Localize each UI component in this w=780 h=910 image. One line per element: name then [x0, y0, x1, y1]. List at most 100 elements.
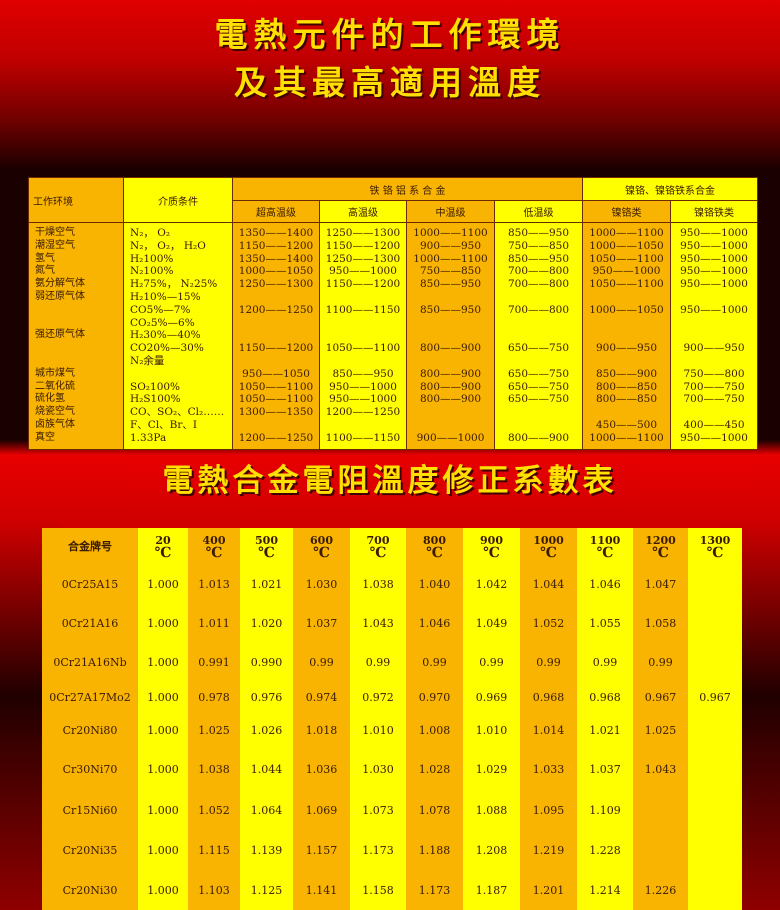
coefficient-cell: 1.058: [644, 616, 677, 630]
coefficient-cell: 1.008: [418, 723, 451, 737]
table-cell: 1050——1100: [238, 393, 314, 406]
table-cell: 1150——1200: [238, 342, 314, 355]
column-temp: 800 ℃ 1.040 1.046 0.99 0.970 1.008 1.028 1.078 1.…: [406, 528, 463, 910]
alloy-name: 0Cr21A16: [61, 616, 119, 630]
table-cell: [233, 355, 319, 368]
temp-value: 400: [202, 533, 226, 547]
table-cell: 950——1000: [329, 380, 397, 393]
table-cell: [407, 355, 494, 368]
coefficient-cell: 0.974: [305, 690, 338, 704]
table-cell: 干燥空气: [35, 227, 75, 238]
table-cell: 800——900: [419, 367, 482, 380]
coefficient-cell: 1.044: [250, 762, 283, 776]
coefficient-cell: 1.188: [418, 843, 451, 857]
header-super-high: 超高温级: [233, 201, 319, 223]
page-title-line2: 及其最高適用溫度: [234, 63, 546, 102]
table-cell: 950——1000: [329, 265, 397, 278]
table-cell: 1100——1150: [325, 303, 401, 316]
alloy-name: 0Cr25A15: [61, 577, 119, 591]
table-cell: 650——750: [507, 380, 570, 393]
table-cell: [407, 406, 494, 419]
column-header: 1300 ℃: [688, 528, 742, 565]
coefficient-cell: 1.000: [147, 616, 179, 630]
table-cell: 1000——1050: [238, 265, 314, 278]
table-cell: 1150——1200: [325, 278, 401, 291]
table-cell: 950——1000: [680, 252, 748, 265]
table-cell: 1200——1250: [238, 431, 314, 444]
header-mid: 中温级: [407, 201, 494, 223]
coefficient-cell: 1.000: [147, 762, 179, 776]
table-cell: [583, 355, 670, 368]
table-cell: [29, 317, 123, 330]
table-cell: H₂75%， N₂25%: [130, 278, 218, 291]
coefficient-cell: 1.214: [589, 883, 621, 897]
column-temp: 1300 ℃ 0.967: [688, 528, 742, 910]
table-cell: 850——950: [507, 227, 570, 239]
table-cell: H₂S100%: [130, 393, 181, 406]
table-cell: 800——900: [507, 431, 570, 444]
column-temp: 600 ℃ 1.030 1.037 0.99 0.974 1.018 1.036 1.069 1.…: [293, 528, 350, 910]
coefficient-cell: 1.000: [147, 655, 179, 669]
table2-title: 電熱合金電阻溫度修正系數表: [162, 463, 618, 499]
temp-value: 600: [310, 533, 333, 547]
table-cell: 弱还原气体: [35, 290, 85, 302]
coefficient-cell: 1.187: [475, 883, 508, 897]
table-cell: 1000——1100: [589, 431, 664, 444]
table-cell: 800——900: [419, 380, 482, 393]
table-cell: 1050——1100: [589, 252, 664, 265]
coefficient-cell: 1.219: [532, 843, 565, 857]
table-cell: 1000——1050: [589, 303, 664, 316]
table-cell: [407, 317, 494, 330]
table-cell: 1250——1300: [238, 278, 314, 291]
coefficient-cell: 0.99: [365, 655, 391, 669]
coefficient-cell: 1.036: [305, 762, 338, 776]
coefficient-cell: 1.030: [305, 577, 338, 591]
table-cell: 800——900: [419, 393, 482, 406]
column-header: 500 ℃: [240, 528, 293, 565]
coefficient-cell: [688, 870, 742, 910]
table-cell: 1350——1400: [238, 252, 314, 265]
table-cell: 850——950: [419, 303, 482, 316]
table-cell: 1150——1200: [325, 239, 401, 252]
cell-lines: 850——950 750——850 850——950 700——800 700——800…: [495, 227, 582, 445]
table-cell: [583, 329, 670, 342]
table-cell: [320, 419, 406, 432]
header-high: 高温级: [320, 201, 406, 223]
temp-unit: ℃: [596, 544, 614, 561]
coefficient-cell: 0.99: [648, 655, 673, 669]
table-cell: 700——800: [507, 278, 570, 291]
coefficient-cell: 1.000: [147, 804, 179, 817]
table-cell: CO₂5%—6%: [130, 316, 195, 329]
table-cell: 450——500: [595, 418, 658, 431]
table-cell: 烧瓷空气: [35, 406, 75, 418]
table-cell: 700——750: [683, 393, 745, 406]
coefficient-cell: 1.014: [532, 723, 565, 737]
coefficient-cell: 1.201: [532, 883, 565, 897]
table-cell: 真空: [35, 431, 55, 443]
table-cell: CO20%—30%: [130, 342, 204, 355]
temp-unit: ℃: [652, 544, 669, 561]
coefficient-cell: 0.99: [592, 655, 618, 669]
coefficient-cell: 1.010: [362, 723, 394, 737]
temp-unit: ℃: [258, 544, 275, 561]
coefficient-cell: 1.042: [475, 577, 508, 591]
column-temp: 900 ℃ 1.042 1.049 0.99 0.969 1.010 1.029 1.088 1.…: [463, 528, 520, 910]
table-cell: 750——850: [419, 265, 482, 278]
table-cell: 650——750: [507, 342, 570, 355]
coefficient-cell: 1.078: [418, 804, 451, 817]
temp-unit: ℃: [313, 544, 330, 561]
column-header: 600 ℃: [293, 528, 350, 565]
coefficient-cell: 1.064: [250, 804, 283, 817]
table-cell: 1000——1100: [589, 227, 664, 239]
coefficient-cell: 1.055: [589, 616, 621, 630]
coefficient-cell: 1.115: [198, 843, 230, 857]
coefficient-cell: 1.226: [644, 883, 677, 897]
table-cell: CO5%—7%: [130, 303, 191, 316]
table-cell: 氨分解气体: [35, 278, 85, 290]
coefficient-cell: 1.046: [418, 616, 451, 630]
table-cell: 1000——1050: [589, 239, 664, 252]
table-cell: [495, 355, 582, 368]
coefficient-cell: 1.095: [532, 804, 565, 817]
table-cell: CO、SO₂、Cl₂……: [130, 406, 225, 419]
header-fecral-group: 铁 铬 铝 系 合 金: [233, 178, 583, 201]
